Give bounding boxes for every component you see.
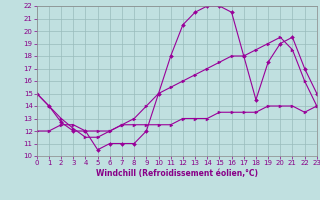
X-axis label: Windchill (Refroidissement éolien,°C): Windchill (Refroidissement éolien,°C) <box>96 169 258 178</box>
